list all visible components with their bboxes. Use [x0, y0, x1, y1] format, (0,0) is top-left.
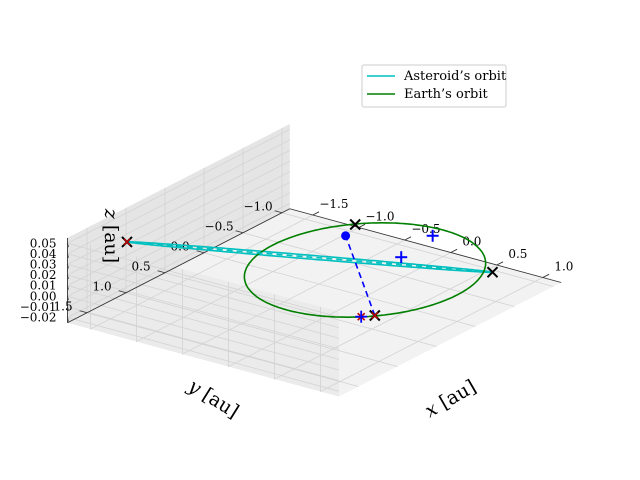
x-tick-label-5: 1.0 — [554, 260, 573, 274]
node-a-marker — [395, 251, 408, 264]
z-tick-2 — [67, 296, 69, 301]
z-tick-label-7: 0.05 — [30, 236, 57, 250]
perihelion-marker — [486, 266, 499, 278]
earth-orbit-line — [243, 222, 487, 319]
z-tick-5 — [67, 264, 69, 269]
x-tick-2 — [404, 236, 412, 241]
sight-line-dashed — [344, 235, 376, 316]
y-tick-2 — [196, 250, 205, 254]
legend-label-earth: Earth’s orbit — [404, 87, 489, 102]
z-tick-label-6: 0.04 — [30, 247, 57, 261]
y-tick-1 — [235, 230, 244, 234]
z-tick-label-4: 0.02 — [30, 268, 57, 282]
y-axis-line — [67, 208, 291, 324]
earth-point-1-marker-stroke-b — [349, 218, 361, 231]
z-tick-1 — [67, 306, 69, 311]
y-tick-label-5: 1.5 — [54, 299, 73, 313]
x-axis-label: x [au] — [421, 376, 480, 423]
grid-line-x-1 — [136, 227, 359, 343]
z-tick-4 — [67, 274, 69, 280]
apsidal-line-dashed — [126, 241, 493, 274]
z-axis-label: z [au] — [100, 208, 122, 263]
x-axis-line — [289, 208, 562, 283]
legend-label-asteroid: Asteroid’s orbit — [403, 69, 507, 84]
z-tick-3 — [67, 285, 69, 290]
z-axis-label-var: z — [100, 208, 122, 220]
y-tick-label-0: −1.0 — [244, 199, 273, 213]
y-tick-5 — [79, 310, 88, 314]
y-tick-label-4: 1.0 — [93, 279, 112, 293]
z-tick-label-2: 0.00 — [30, 289, 57, 303]
y-tick-labels: −1.0−0.50.00.51.01.5 — [54, 199, 273, 313]
z-tick-label-0: −0.02 — [20, 310, 57, 324]
aphelion-overlay-marker — [123, 238, 131, 246]
z-tick-label-5: 0.03 — [30, 257, 57, 271]
grid-line-x-3 — [228, 252, 451, 368]
z-tick-6 — [67, 253, 69, 258]
legend-frame — [361, 64, 507, 108]
grid-line-x-5 — [320, 277, 543, 393]
y-tick-4 — [118, 290, 127, 294]
aphelion-overlay-marker-stroke-b — [123, 238, 131, 246]
y-tick-label-3: 0.5 — [132, 259, 151, 273]
x-tick-4 — [496, 261, 504, 266]
tick-marks — [67, 210, 550, 322]
y-tick-3 — [157, 270, 166, 274]
x-tick-label-1: −1.0 — [365, 210, 394, 224]
z-tick-label-3: 0.01 — [30, 279, 57, 293]
y-axis-label: y [au] — [183, 374, 242, 422]
x-tick-label-4: 0.5 — [508, 247, 527, 261]
marker-layer — [121, 218, 499, 323]
x-tick-1 — [358, 223, 366, 228]
x-tick-5 — [542, 273, 550, 278]
back-pane-yz — [67, 124, 290, 323]
y-axis-label-unit: [au] — [193, 381, 242, 423]
node-b-marker — [426, 229, 439, 242]
x-tick-3 — [450, 248, 458, 253]
x-tick-labels: −1.5−1.0−0.50.00.51.0 — [319, 197, 573, 274]
z-axis-label-unit: [au] — [100, 219, 122, 263]
earth-point-2-overlay-marker-stroke-b — [371, 312, 379, 319]
asteroid-marker — [341, 231, 351, 241]
y-tick-label-1: −0.5 — [205, 219, 234, 233]
earth-point-2-overlay-marker — [371, 312, 379, 319]
x-axis-label-unit: [au] — [430, 376, 479, 417]
grid-line-x-2 — [182, 239, 405, 355]
z-tick-labels: −0.02−0.010.000.010.020.030.040.05 — [20, 236, 57, 324]
legend: Asteroid’s orbit Earth’s orbit — [361, 64, 507, 108]
perihelion-marker-stroke-b — [486, 266, 499, 278]
earth-blue-marker — [355, 310, 368, 323]
y-tick-0 — [274, 210, 283, 214]
z-tick-0 — [67, 317, 69, 322]
x-tick-label-0: −1.5 — [319, 197, 348, 211]
x-tick-0 — [312, 211, 320, 216]
grid-line-x-4 — [274, 264, 497, 380]
earth-point-1-marker — [349, 218, 361, 231]
z-tick-7 — [67, 243, 69, 248]
z-tick-label-1: −0.01 — [20, 300, 57, 314]
